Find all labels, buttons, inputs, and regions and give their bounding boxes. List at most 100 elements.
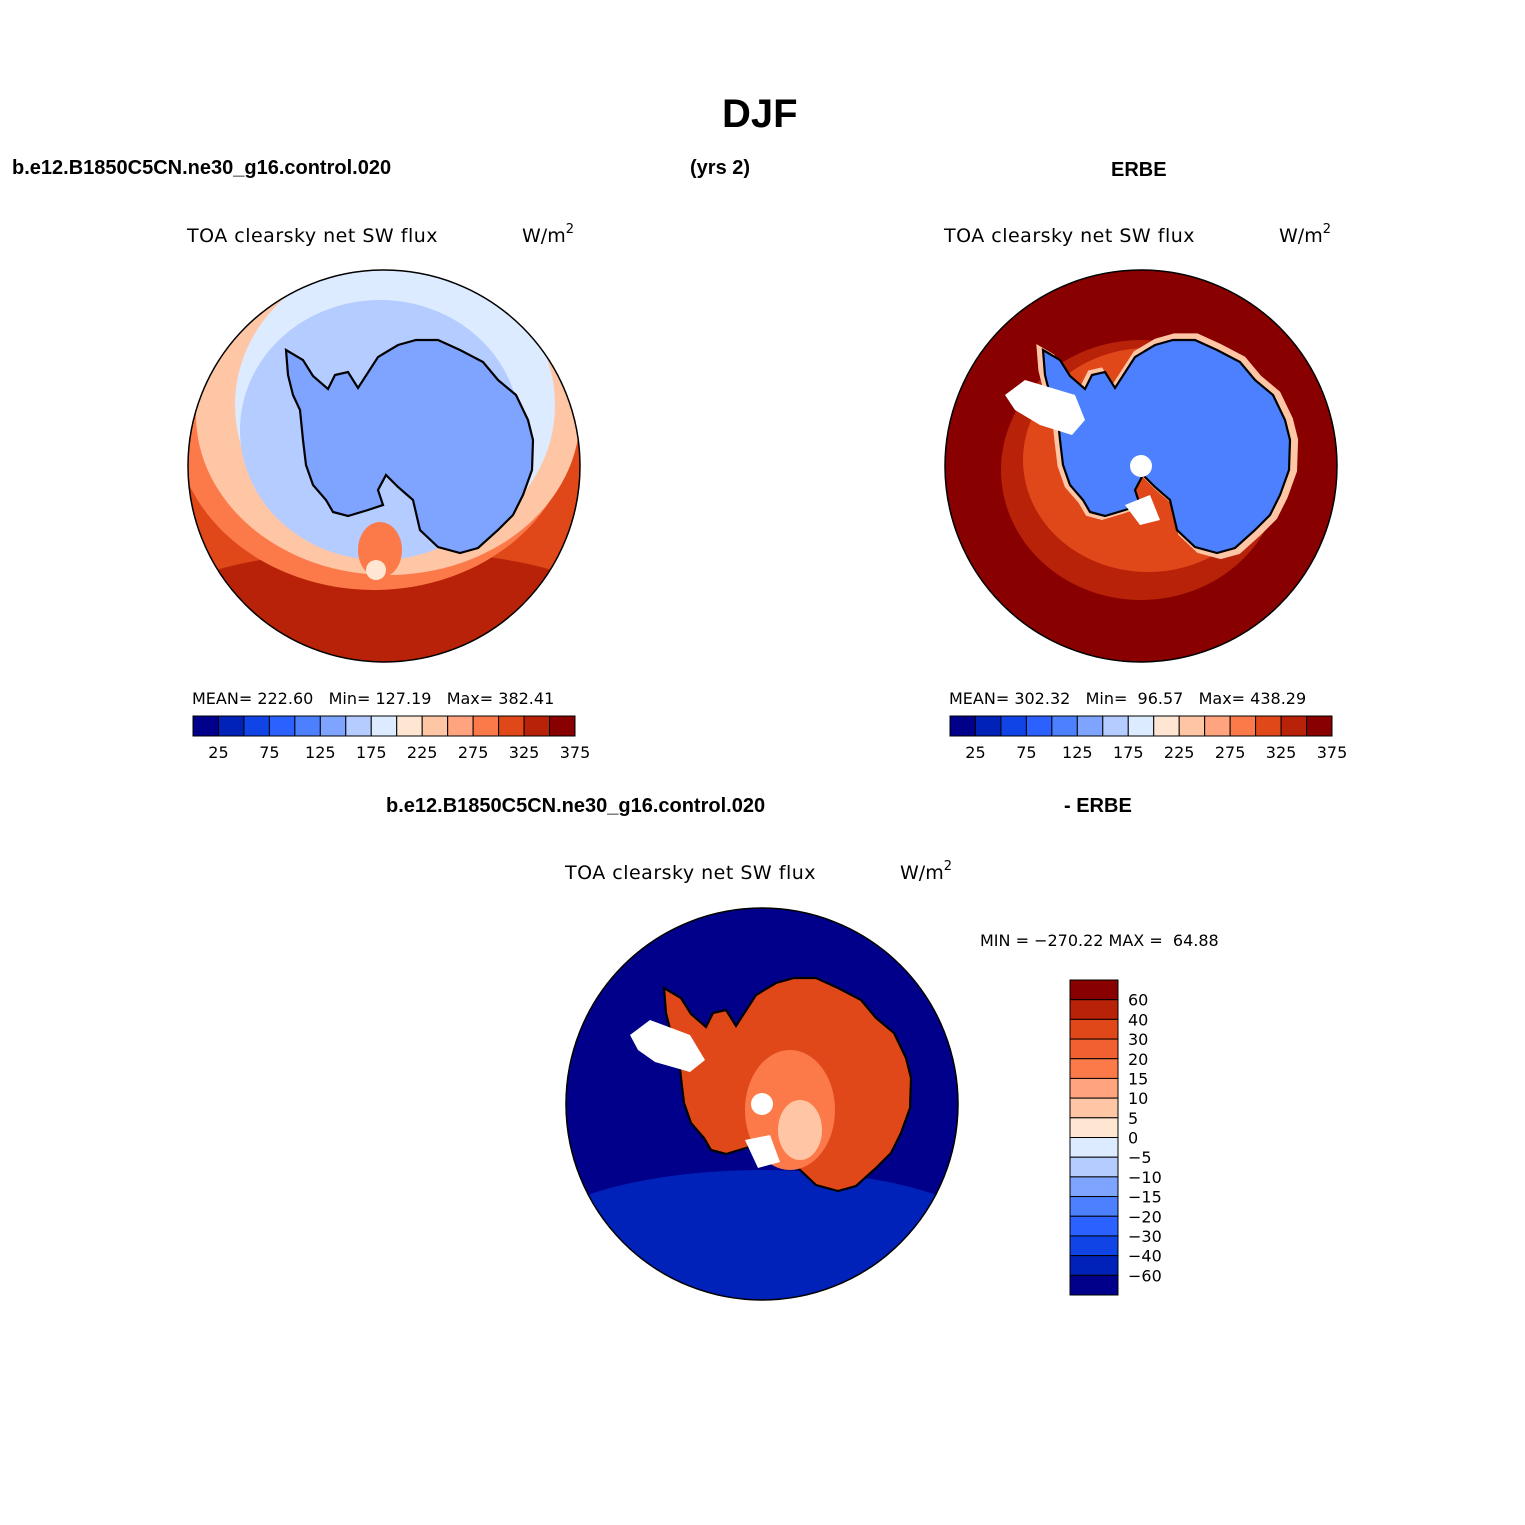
model-colorbar-swatch <box>217 715 245 737</box>
diff-colorbar-swatch <box>1069 1274 1119 1296</box>
model-map <box>188 270 580 662</box>
model-colorbar-swatch <box>319 715 347 737</box>
model-colorbar-tick-label: 375 <box>560 743 591 762</box>
obs-units: W/m2 <box>1279 222 1331 247</box>
model-colorbar-tick-label: 25 <box>208 743 228 762</box>
obs-colorbar-swatch <box>1153 715 1180 737</box>
diff-colorbar-swatch <box>1069 1018 1119 1040</box>
model-colorbar-swatch <box>192 715 219 737</box>
diff-colorbar-tick-label: 40 <box>1128 1010 1148 1029</box>
obs-colorbar-swatch <box>1102 715 1129 737</box>
obs-colorbar-tick-label: 175 <box>1113 743 1144 762</box>
model-colorbar-swatch <box>396 715 423 737</box>
diff-colorbar-tick-label: 15 <box>1128 1069 1148 1088</box>
diff-colorbar-swatch <box>1069 1255 1119 1276</box>
model-colorbar-tick-label: 275 <box>458 743 489 762</box>
diff-colorbar-tick-label: −5 <box>1128 1148 1152 1167</box>
diff-stats: MIN = −270.22 MAX = 64.88 <box>980 931 1219 950</box>
obs-colorbar-swatch <box>1025 715 1053 737</box>
figure-title: DJF <box>722 92 798 136</box>
model-colorbar-swatch <box>523 715 551 737</box>
obs-colorbar-swatch <box>1178 715 1206 737</box>
obs-map <box>945 270 1337 662</box>
diff-colorbar-swatch <box>1069 1215 1119 1237</box>
obs-colorbar-swatch <box>1051 715 1078 737</box>
model-colorbar-tick-label: 175 <box>356 743 387 762</box>
model-case-label: b.e12.B1850C5CN.ne30_g16.control.020 <box>12 157 392 179</box>
obs-stats: MEAN= 302.32 Min= 96.57 Max= 438.29 <box>949 689 1307 708</box>
obs-colorbar-swatch <box>1280 715 1308 737</box>
obs-colorbar-swatch <box>1127 715 1155 737</box>
diff-colorbar-swatch <box>1069 999 1119 1020</box>
obs-colorbar-tick-label: 275 <box>1215 743 1246 762</box>
model-colorbar-tick-label: 325 <box>509 743 540 762</box>
diff-colorbar-swatch <box>1069 1038 1119 1060</box>
diff-colorbar-tick-label: 10 <box>1128 1089 1148 1108</box>
diff-colorbar-tick-label: 30 <box>1128 1030 1148 1049</box>
model-units: W/m2 <box>522 222 574 247</box>
diff-colorbar-tick-label: −20 <box>1128 1207 1162 1226</box>
model-colorbar-tick-label: 125 <box>305 743 336 762</box>
diff-colorbar-tick-label: 0 <box>1128 1129 1138 1148</box>
diff-variable-title: TOA clearsky net SW flux <box>565 862 817 884</box>
model-colorbar-swatch <box>549 715 576 737</box>
obs-colorbar-swatch <box>1229 715 1257 737</box>
obs-label: ERBE <box>1111 159 1167 181</box>
model-stats: MEAN= 222.60 Min= 127.19 Max= 382.41 <box>192 689 555 708</box>
model-colorbar-tick-label: 75 <box>259 743 279 762</box>
obs-colorbar-tick-label: 25 <box>965 743 985 762</box>
diff-colorbar-swatch <box>1069 1077 1119 1099</box>
diff-colorbar-tick-label: −60 <box>1128 1266 1162 1285</box>
diff-units: W/m2 <box>900 859 952 884</box>
diff-colorbar-tick-label: 5 <box>1128 1109 1138 1128</box>
diff-colorbar-tick-label: 60 <box>1128 991 1148 1010</box>
obs-colorbar-tick-label: 325 <box>1266 743 1297 762</box>
model-colorbar-swatch <box>447 715 474 737</box>
model-colorbar-swatch <box>345 715 372 737</box>
obs-variable-title: TOA clearsky net SW flux <box>944 225 1196 247</box>
diff-colorbar-tick-label: −30 <box>1128 1227 1162 1246</box>
diff-colorbar-swatch <box>1069 1097 1119 1119</box>
diff-colorbar-tick-label: −10 <box>1128 1168 1162 1187</box>
obs-colorbar-tick-label: 225 <box>1164 743 1195 762</box>
diff-units-text: W/m <box>900 862 944 884</box>
diff-colorbar-swatch <box>1069 1137 1119 1158</box>
model-colorbar-tick-label: 225 <box>407 743 438 762</box>
obs-colorbar-swatch <box>1000 715 1027 737</box>
diff-colorbar-tick-label: −15 <box>1128 1188 1162 1207</box>
diff-colorbar-tick-label: −40 <box>1128 1247 1162 1266</box>
diff-colorbar-swatch <box>1069 1235 1119 1257</box>
model-colorbar-swatch <box>243 715 270 737</box>
diff-colorbar-swatch <box>1069 1176 1119 1198</box>
model-units-text: W/m <box>522 225 566 247</box>
model-colorbar: 25 75 125 175 225 275 325 375 <box>192 715 591 762</box>
diff-obs-label: - ERBE <box>1064 795 1132 817</box>
diff-case-label: b.e12.B1850C5CN.ne30_g16.control.020 <box>386 795 766 817</box>
diff-colorbar-swatch <box>1069 1156 1119 1178</box>
model-colorbar-swatch <box>421 715 449 737</box>
diff-colorbar-swatch <box>1069 979 1119 1001</box>
obs-colorbar-tick-label: 375 <box>1317 743 1348 762</box>
model-colorbar-swatch <box>498 715 525 737</box>
diff-map <box>566 908 958 1300</box>
diff-units-sup: 2 <box>943 859 952 874</box>
model-variable-title: TOA clearsky net SW flux <box>187 225 439 247</box>
obs-colorbar-swatch <box>1204 715 1231 737</box>
model-colorbar-swatch <box>294 715 321 737</box>
obs-colorbar-tick-label: 125 <box>1062 743 1093 762</box>
obs-colorbar-swatch <box>1255 715 1282 737</box>
model-units-sup: 2 <box>565 222 574 237</box>
obs-colorbar-swatch <box>1306 715 1333 737</box>
obs-colorbar: 25 75 125 175 225 275 325 375 <box>949 715 1348 762</box>
obs-units-sup: 2 <box>1322 222 1331 237</box>
years-label: (yrs 2) <box>690 157 751 179</box>
obs-units-text: W/m <box>1279 225 1323 247</box>
diff-colorbar-tick-label: 20 <box>1128 1050 1148 1069</box>
diff-colorbar-swatch <box>1069 1117 1119 1138</box>
model-colorbar-swatch <box>268 715 296 737</box>
obs-colorbar-tick-label: 75 <box>1016 743 1036 762</box>
obs-colorbar-swatch <box>949 715 976 737</box>
model-colorbar-swatch <box>472 715 500 737</box>
